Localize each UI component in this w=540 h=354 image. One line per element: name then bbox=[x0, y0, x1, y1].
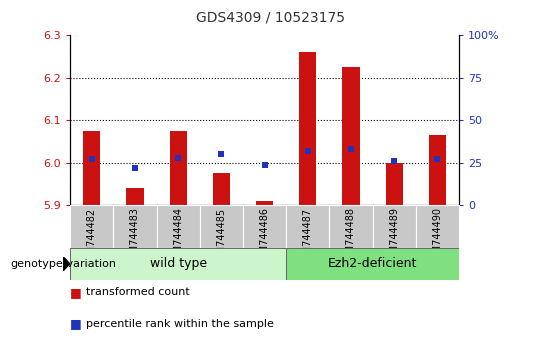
Text: ■: ■ bbox=[70, 286, 82, 298]
Text: GSM744490: GSM744490 bbox=[433, 207, 442, 267]
Text: ■: ■ bbox=[70, 318, 82, 330]
Polygon shape bbox=[63, 257, 70, 271]
Bar bbox=[286, 205, 329, 248]
Text: GSM744485: GSM744485 bbox=[217, 207, 226, 267]
Bar bbox=[126, 188, 144, 205]
Text: GSM744486: GSM744486 bbox=[260, 207, 269, 267]
Text: transformed count: transformed count bbox=[86, 287, 190, 297]
Bar bbox=[286, 248, 459, 280]
Point bbox=[217, 152, 226, 157]
Bar bbox=[386, 163, 403, 205]
Text: GSM744487: GSM744487 bbox=[303, 207, 313, 267]
Point bbox=[260, 162, 269, 167]
Bar bbox=[256, 201, 273, 205]
Bar bbox=[170, 131, 187, 205]
Point bbox=[87, 156, 96, 162]
Bar bbox=[113, 205, 157, 248]
Bar bbox=[157, 205, 200, 248]
Bar bbox=[243, 205, 286, 248]
Bar bbox=[70, 248, 286, 280]
Bar bbox=[429, 135, 446, 205]
Text: GSM744483: GSM744483 bbox=[130, 207, 140, 267]
Bar bbox=[70, 205, 113, 248]
Bar bbox=[373, 205, 416, 248]
Bar bbox=[200, 205, 243, 248]
Point bbox=[347, 147, 355, 152]
Point bbox=[174, 155, 183, 161]
Text: Ezh2-deficient: Ezh2-deficient bbox=[328, 257, 417, 270]
Point bbox=[433, 156, 442, 162]
Point bbox=[131, 165, 139, 171]
Bar bbox=[83, 131, 100, 205]
Bar bbox=[416, 205, 459, 248]
Text: percentile rank within the sample: percentile rank within the sample bbox=[86, 319, 274, 329]
Text: GSM744484: GSM744484 bbox=[173, 207, 183, 267]
Bar bbox=[299, 52, 316, 205]
Bar bbox=[329, 205, 373, 248]
Text: GSM744489: GSM744489 bbox=[389, 207, 399, 267]
Text: GSM744488: GSM744488 bbox=[346, 207, 356, 267]
Text: GDS4309 / 10523175: GDS4309 / 10523175 bbox=[195, 11, 345, 25]
Bar bbox=[213, 173, 230, 205]
Text: GSM744482: GSM744482 bbox=[87, 207, 97, 267]
Text: wild type: wild type bbox=[150, 257, 207, 270]
Point bbox=[390, 158, 399, 164]
Point bbox=[303, 148, 312, 154]
Bar bbox=[342, 67, 360, 205]
Text: genotype/variation: genotype/variation bbox=[11, 259, 117, 269]
